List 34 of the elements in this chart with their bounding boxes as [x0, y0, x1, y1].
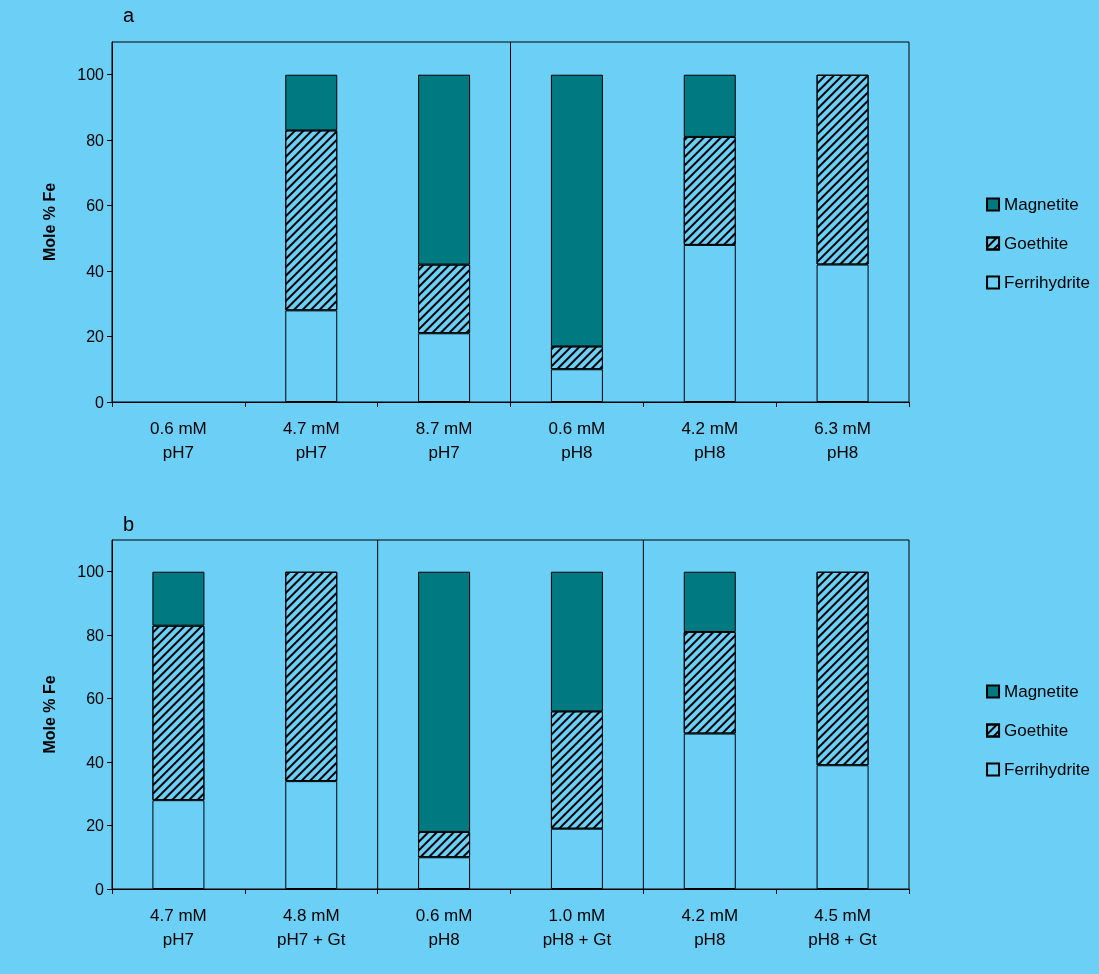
legend-label: Goethite: [1004, 721, 1069, 740]
x-tick-label: 4.5 mM pH8 + Gt: [808, 905, 878, 949]
x-tick-label: 1.0 mM pH8 + Gt: [542, 905, 612, 949]
legend-label: Magnetite: [1004, 682, 1079, 701]
y-tick-label: 100: [77, 563, 105, 581]
x-tick-label: 8.7 mM pH7: [415, 418, 473, 462]
chart-title: a: [123, 4, 135, 26]
x-tick-label: 0.6 mM pH8: [548, 418, 606, 462]
y-tick-label: 0: [95, 393, 105, 411]
y-tick-label: 40: [86, 262, 105, 280]
y-tick-label: 0: [95, 880, 105, 898]
y-tick-label: 100: [77, 66, 105, 84]
x-tick-label: 4.7 mM pH7: [150, 905, 207, 949]
y-axis-title: Mole % Fe: [40, 675, 58, 754]
y-tick-label: 40: [86, 753, 105, 771]
y-tick-label: 20: [86, 817, 105, 835]
x-tick-label: 4.8 mM pH7 + Gt: [276, 905, 346, 949]
chart-title: b: [123, 513, 135, 535]
y-tick-label: 60: [86, 690, 105, 708]
legend-label: Ferrihydrite: [1004, 273, 1091, 292]
y-tick-label: 20: [86, 328, 105, 346]
y-tick-label: 60: [86, 197, 105, 215]
y-tick-label: 80: [86, 131, 105, 149]
x-tick-label: 6.3 mM pH8: [814, 418, 871, 462]
x-tick-label: 0.6 mM pH7: [150, 418, 207, 462]
legend-label: Magnetite: [1004, 195, 1079, 214]
x-tick-label: 4.2 mM pH8: [681, 905, 739, 949]
x-tick-label: 4.7 mM pH7: [282, 418, 340, 462]
x-tick-label: 0.6 mM pH8: [415, 905, 473, 949]
legend-label: Goethite: [1004, 234, 1069, 253]
y-axis-title: Mole % Fe: [40, 182, 58, 262]
legend-label: Ferrihydrite: [1004, 760, 1091, 779]
y-tick-label: 80: [86, 626, 105, 644]
x-tick-label: 4.2 mM pH8: [681, 418, 739, 462]
